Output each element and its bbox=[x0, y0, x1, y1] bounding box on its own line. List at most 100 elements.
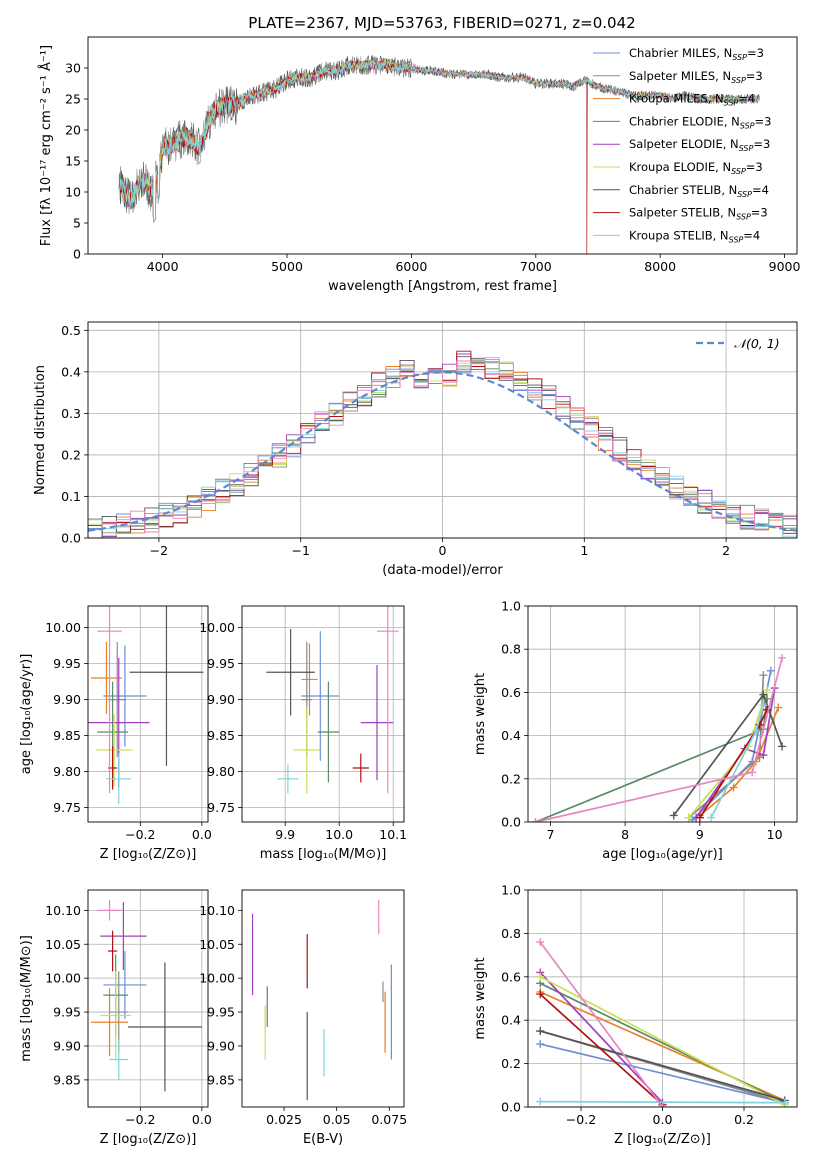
weight-vs-age-marker bbox=[759, 690, 768, 699]
mass-vs-Z-point bbox=[97, 900, 122, 921]
mass-vs-Z-ylabel: mass [log₁₀(M/M⊙)] bbox=[19, 935, 34, 1062]
weight-vs-age-xlabel: age [log₁₀(age/yr)] bbox=[602, 847, 723, 862]
spectrum-ylabel: Flux [fλ 10⁻¹⁷ erg cm⁻² s⁻¹ Å⁻¹] bbox=[38, 45, 54, 246]
weight-vs-age-ytick-label: 0.0 bbox=[501, 815, 521, 830]
weight-vs-age-marker bbox=[531, 818, 540, 822]
age-vs-Z-xtick-label: 0.0 bbox=[192, 827, 212, 842]
mass-vs-Z-point bbox=[103, 951, 147, 1019]
age-vs-Z-plot-area bbox=[88, 606, 204, 804]
weight-vs-Z-ytick-label: 0.2 bbox=[501, 1056, 521, 1071]
weight-vs-age-panel: 7 8 9 10 0.0 0.2 0.4 0.6 0.8 1.0 age [log₁₀(age/yr… bbox=[473, 599, 798, 862]
age-vs-mass-point bbox=[293, 706, 321, 794]
normal-curve bbox=[88, 371, 797, 532]
weight-vs-age-marker bbox=[707, 813, 716, 822]
age-vs-Z-ytick-label: 10.00 bbox=[45, 620, 81, 635]
age-vs-Z-point bbox=[95, 714, 133, 786]
age-vs-mass-ytick-label: 9.90 bbox=[207, 692, 235, 707]
weight-vs-Z-marker bbox=[536, 1040, 545, 1049]
age-vs-Z-ylabel: age [log₁₀(age/yr)] bbox=[19, 654, 34, 775]
mass-vs-EBV-plot-area bbox=[251, 900, 392, 1101]
legend-entry: Salpeter ELODIE, NSSP=3 bbox=[629, 137, 770, 153]
mass-vs-Z-ytick-label: 9.90 bbox=[53, 1038, 81, 1053]
age-vs-mass-ytick-label: 10.00 bbox=[199, 620, 235, 635]
residuals-ytick-label: 0.2 bbox=[61, 447, 81, 462]
weight-vs-age-marker bbox=[759, 751, 768, 760]
weight-vs-Z-xtick-label: 0.0 bbox=[653, 1112, 673, 1127]
weight-vs-age-marker bbox=[774, 703, 783, 712]
age-vs-mass-xlabel: mass [log₁₀(M/M⊙)] bbox=[260, 847, 387, 862]
age-vs-Z-point bbox=[129, 606, 204, 766]
age-vs-mass-ytick-label: 9.95 bbox=[207, 656, 235, 671]
legend-entry: Kroupa ELODIE, NSSP=3 bbox=[629, 160, 763, 176]
weight-vs-age-ytick-label: 0.2 bbox=[501, 771, 521, 786]
residual-histogram-9 bbox=[88, 359, 797, 533]
spectrum-frame bbox=[87, 36, 798, 255]
mass-vs-EBV-xtick-label: 0.05 bbox=[323, 1112, 351, 1127]
spectrum-xtick-label: 9000 bbox=[769, 259, 801, 274]
weight-vs-Z-marker bbox=[536, 1097, 545, 1106]
weight-vs-age-ytick-label: 0.4 bbox=[501, 728, 521, 743]
weight-vs-age-marker bbox=[669, 811, 678, 820]
weight-vs-Z-ytick-label: 0.4 bbox=[501, 1013, 521, 1028]
mass-vs-Z-point bbox=[108, 930, 118, 972]
spectrum-plot-area bbox=[118, 55, 760, 254]
mass-vs-Z-plot-area bbox=[91, 900, 202, 1092]
spectrum-ytick-label: 30 bbox=[65, 61, 81, 76]
mass-vs-EBV-xtick-label: 0.025 bbox=[266, 1112, 302, 1127]
weight-vs-age-marker bbox=[729, 783, 738, 792]
age-vs-Z-point bbox=[97, 606, 122, 794]
age-vs-mass-point bbox=[301, 631, 340, 761]
residuals-ytick-label: 0.0 bbox=[61, 531, 81, 546]
mass-vs-Z-xtick-label: 0.0 bbox=[192, 1112, 212, 1127]
residuals-xtick-label: −1 bbox=[291, 543, 309, 558]
mass-vs-Z-frame bbox=[87, 889, 209, 1108]
age-vs-mass-point bbox=[377, 606, 399, 794]
mass-vs-EBV-ytick-label: 9.85 bbox=[207, 1072, 235, 1087]
age-vs-mass-xtick-label: 9.9 bbox=[275, 827, 295, 842]
weight-vs-age-marker bbox=[759, 671, 768, 680]
age-vs-mass-point bbox=[352, 753, 369, 783]
weight-vs-age-marker bbox=[766, 666, 775, 675]
weight-vs-Z-series-line bbox=[539, 971, 664, 1104]
mass-vs-EBV-frame bbox=[241, 889, 405, 1108]
weight-vs-Z-series-line bbox=[540, 1043, 785, 1104]
mass-vs-EBV-ytick-label: 10.10 bbox=[199, 903, 235, 918]
mass-vs-Z-point bbox=[128, 962, 202, 1092]
age-vs-Z-ytick-label: 9.85 bbox=[53, 728, 81, 743]
age-vs-Z-ytick-label: 9.95 bbox=[53, 656, 81, 671]
age-vs-Z-frame bbox=[87, 605, 209, 823]
age-vs-mass-point bbox=[301, 643, 318, 716]
weight-vs-Z-ytick-label: 0.6 bbox=[501, 969, 521, 984]
spectrum-xtick-label: 5000 bbox=[271, 259, 303, 274]
weight-vs-Z-ytick-label: 1.0 bbox=[501, 883, 521, 898]
mass-vs-EBV-ytick-label: 9.95 bbox=[207, 1005, 235, 1020]
mass-vs-EBV-xtick-label: 0.075 bbox=[371, 1112, 407, 1127]
age-vs-Z-point bbox=[108, 642, 127, 758]
weight-vs-Z-marker bbox=[536, 990, 545, 999]
age-vs-mass-ytick-label: 9.75 bbox=[207, 800, 235, 815]
age-vs-Z-xtick-label: −0.2 bbox=[125, 827, 155, 842]
weight-vs-age-xtick-label: 9 bbox=[696, 827, 704, 842]
spectrum-xlabel: wavelength [Angstrom, rest frame] bbox=[328, 279, 557, 294]
age-vs-mass-plot-area bbox=[266, 606, 399, 794]
mass-vs-EBV-ytick-label: 10.00 bbox=[199, 971, 235, 986]
residuals-legend: 𝒩(0, 1) bbox=[696, 336, 780, 351]
weight-vs-age-xtick-label: 7 bbox=[546, 827, 554, 842]
spectrum-line-8 bbox=[119, 59, 760, 223]
mass-vs-Z-xlabel: Z [log₁₀(Z/Z⊙)] bbox=[100, 1132, 197, 1147]
mass-vs-Z-point bbox=[109, 1039, 128, 1080]
mass-vs-Z-panel: −0.2 0.0 9.85 9.90 9.95 10.00 10.05 10.10 Z [log… bbox=[19, 889, 212, 1147]
weight-vs-Z-ylabel: mass weight bbox=[473, 957, 488, 1039]
weight-vs-age-ytick-label: 0.8 bbox=[501, 642, 521, 657]
mass-vs-EBV-ytick-label: 9.90 bbox=[207, 1038, 235, 1053]
residuals-xtick-label: 1 bbox=[580, 543, 588, 558]
age-vs-Z-panel: −0.2 0.0 9.75 9.80 9.85 9.90 9.95 10.00 Z [log₁₀… bbox=[19, 605, 212, 862]
weight-vs-Z-frame bbox=[527, 889, 798, 1108]
weight-vs-age-ytick-label: 0.6 bbox=[501, 685, 521, 700]
weight-vs-Z-series-line bbox=[539, 1030, 786, 1102]
mass-vs-Z-ytick-label: 10.10 bbox=[45, 903, 81, 918]
residuals-ytick-label: 0.4 bbox=[61, 364, 81, 379]
weight-vs-Z-marker bbox=[536, 938, 545, 947]
age-vs-Z-ytick-label: 9.80 bbox=[53, 764, 81, 779]
mass-vs-Z-ytick-label: 9.95 bbox=[53, 1005, 81, 1020]
